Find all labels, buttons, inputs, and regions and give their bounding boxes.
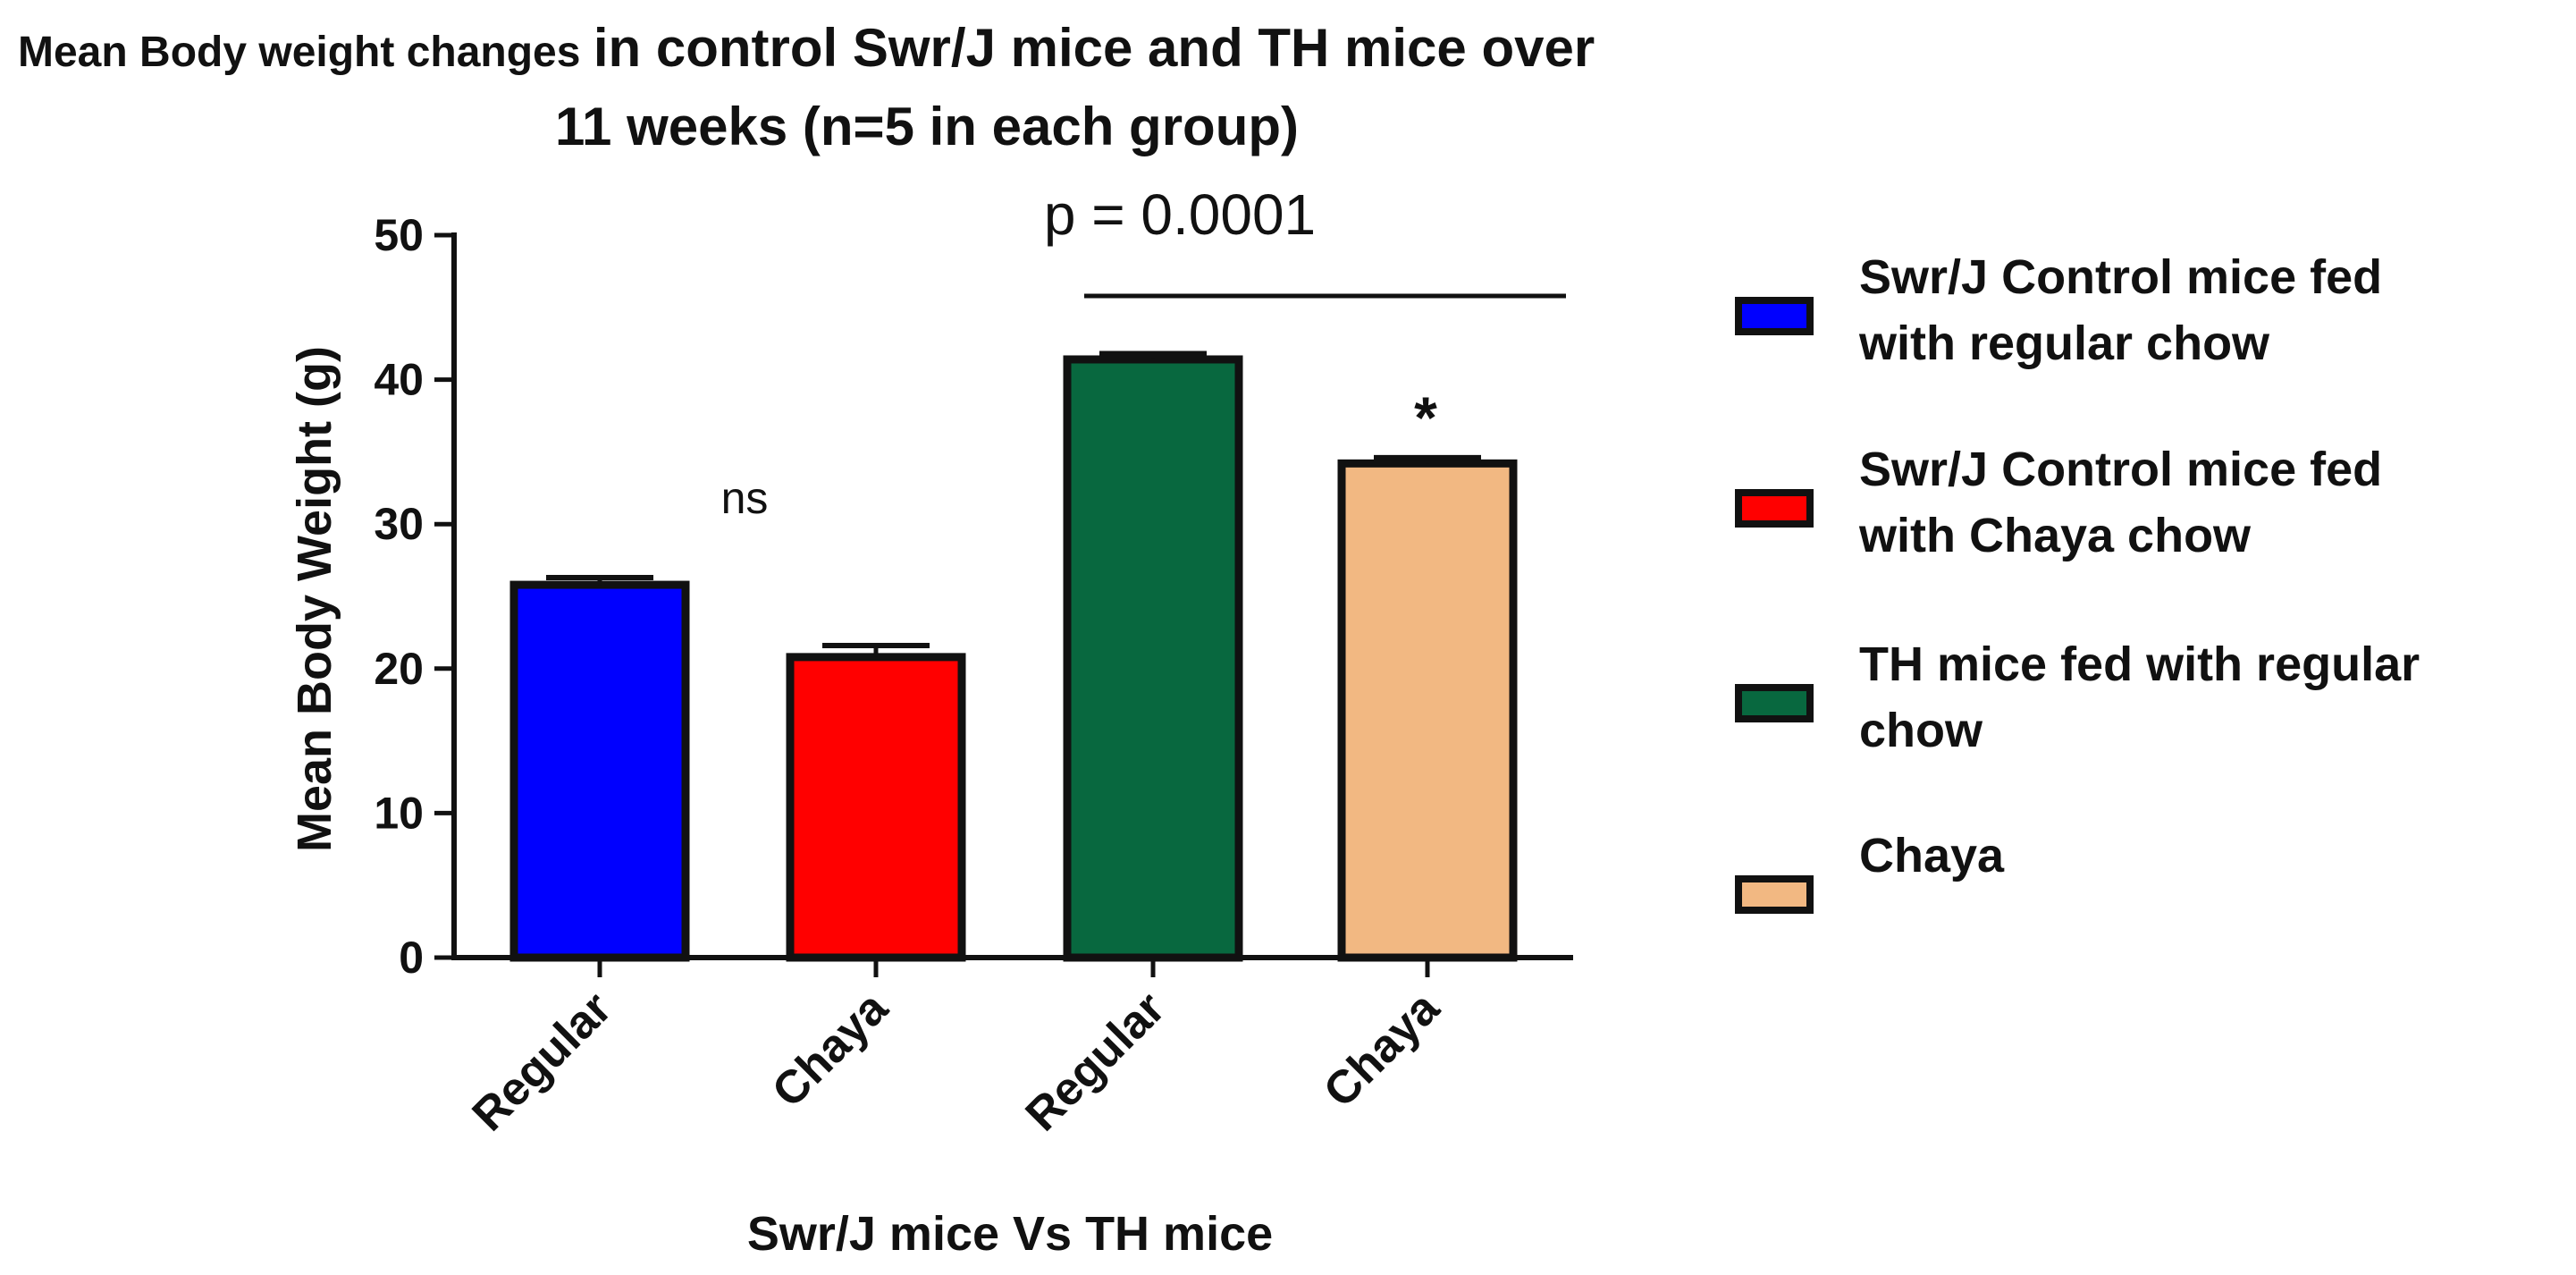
bar-4 bbox=[1337, 459, 1518, 962]
error-bar-3 bbox=[1099, 350, 1207, 359]
legend-item-2: Swr/J Control mice fed with Chaya chow bbox=[1735, 443, 2382, 562]
x-tick-label: Chaya bbox=[762, 982, 898, 1118]
y-tick-label: 10 bbox=[374, 788, 424, 838]
bar-1 bbox=[509, 580, 690, 962]
legend-label: Chaya bbox=[1859, 829, 2005, 882]
p-value-annotation: p = 0.0001 bbox=[1044, 182, 1316, 247]
ns-annotation: ns bbox=[721, 473, 769, 523]
legend-item-3: TH mice fed with regular chow bbox=[1735, 638, 2420, 757]
bar-2 bbox=[786, 653, 966, 962]
y-tick-label: 0 bbox=[399, 933, 424, 983]
chart-title-small: Mean Body weight changes bbox=[18, 29, 580, 76]
legend-label: Swr/J Control mice fed bbox=[1859, 250, 2382, 304]
y-tick-label: 50 bbox=[374, 210, 424, 260]
legend-label: chow bbox=[1859, 704, 1983, 757]
y-tick-label: 40 bbox=[374, 355, 424, 405]
error-bar-1 bbox=[546, 574, 653, 586]
y-ticks-group: 0 10 20 30 40 50 bbox=[374, 210, 454, 983]
legend-label: with Chaya chow bbox=[1858, 509, 2252, 562]
error-bar-4 bbox=[1374, 454, 1481, 464]
x-tick-label: Chaya bbox=[1314, 982, 1450, 1118]
x-tick-label: Regular bbox=[463, 982, 622, 1141]
y-axis-label: Mean Body Weight (g) bbox=[288, 346, 341, 852]
chart-title-line1: Mean Body weight changes in control Swr/… bbox=[18, 18, 1595, 78]
bars-group bbox=[509, 355, 1518, 962]
legend-swatch bbox=[1735, 875, 1814, 914]
star-annotation: * bbox=[1414, 384, 1437, 451]
x-axis-label: Swr/J mice Vs TH mice bbox=[747, 1207, 1273, 1261]
legend-item-4: Chaya bbox=[1735, 829, 2005, 914]
legend-swatch bbox=[1735, 297, 1814, 335]
x-ticks-group: Regular Chaya Regular Chaya bbox=[463, 958, 1450, 1141]
legend-label: TH mice fed with regular bbox=[1859, 638, 2420, 691]
y-tick-label: 30 bbox=[374, 499, 424, 549]
legend-label: with regular chow bbox=[1858, 317, 2270, 370]
error-bar-2 bbox=[822, 642, 930, 657]
x-tick-label: Regular bbox=[1016, 982, 1175, 1141]
legend-label: Swr/J Control mice fed bbox=[1859, 443, 2382, 496]
axes-group bbox=[451, 232, 1573, 960]
legend-swatch bbox=[1735, 684, 1814, 722]
bar-3 bbox=[1063, 355, 1243, 962]
chart-title-line2: 11 weeks (n=5 in each group) bbox=[555, 97, 1299, 156]
legend-item-1: Swr/J Control mice fed with regular chow bbox=[1735, 250, 2382, 370]
chart-title-large: in control Swr/J mice and TH mice over bbox=[593, 18, 1595, 78]
legend-swatch bbox=[1735, 489, 1814, 528]
error-bars-group bbox=[546, 350, 1481, 657]
y-tick-label: 20 bbox=[374, 644, 424, 694]
